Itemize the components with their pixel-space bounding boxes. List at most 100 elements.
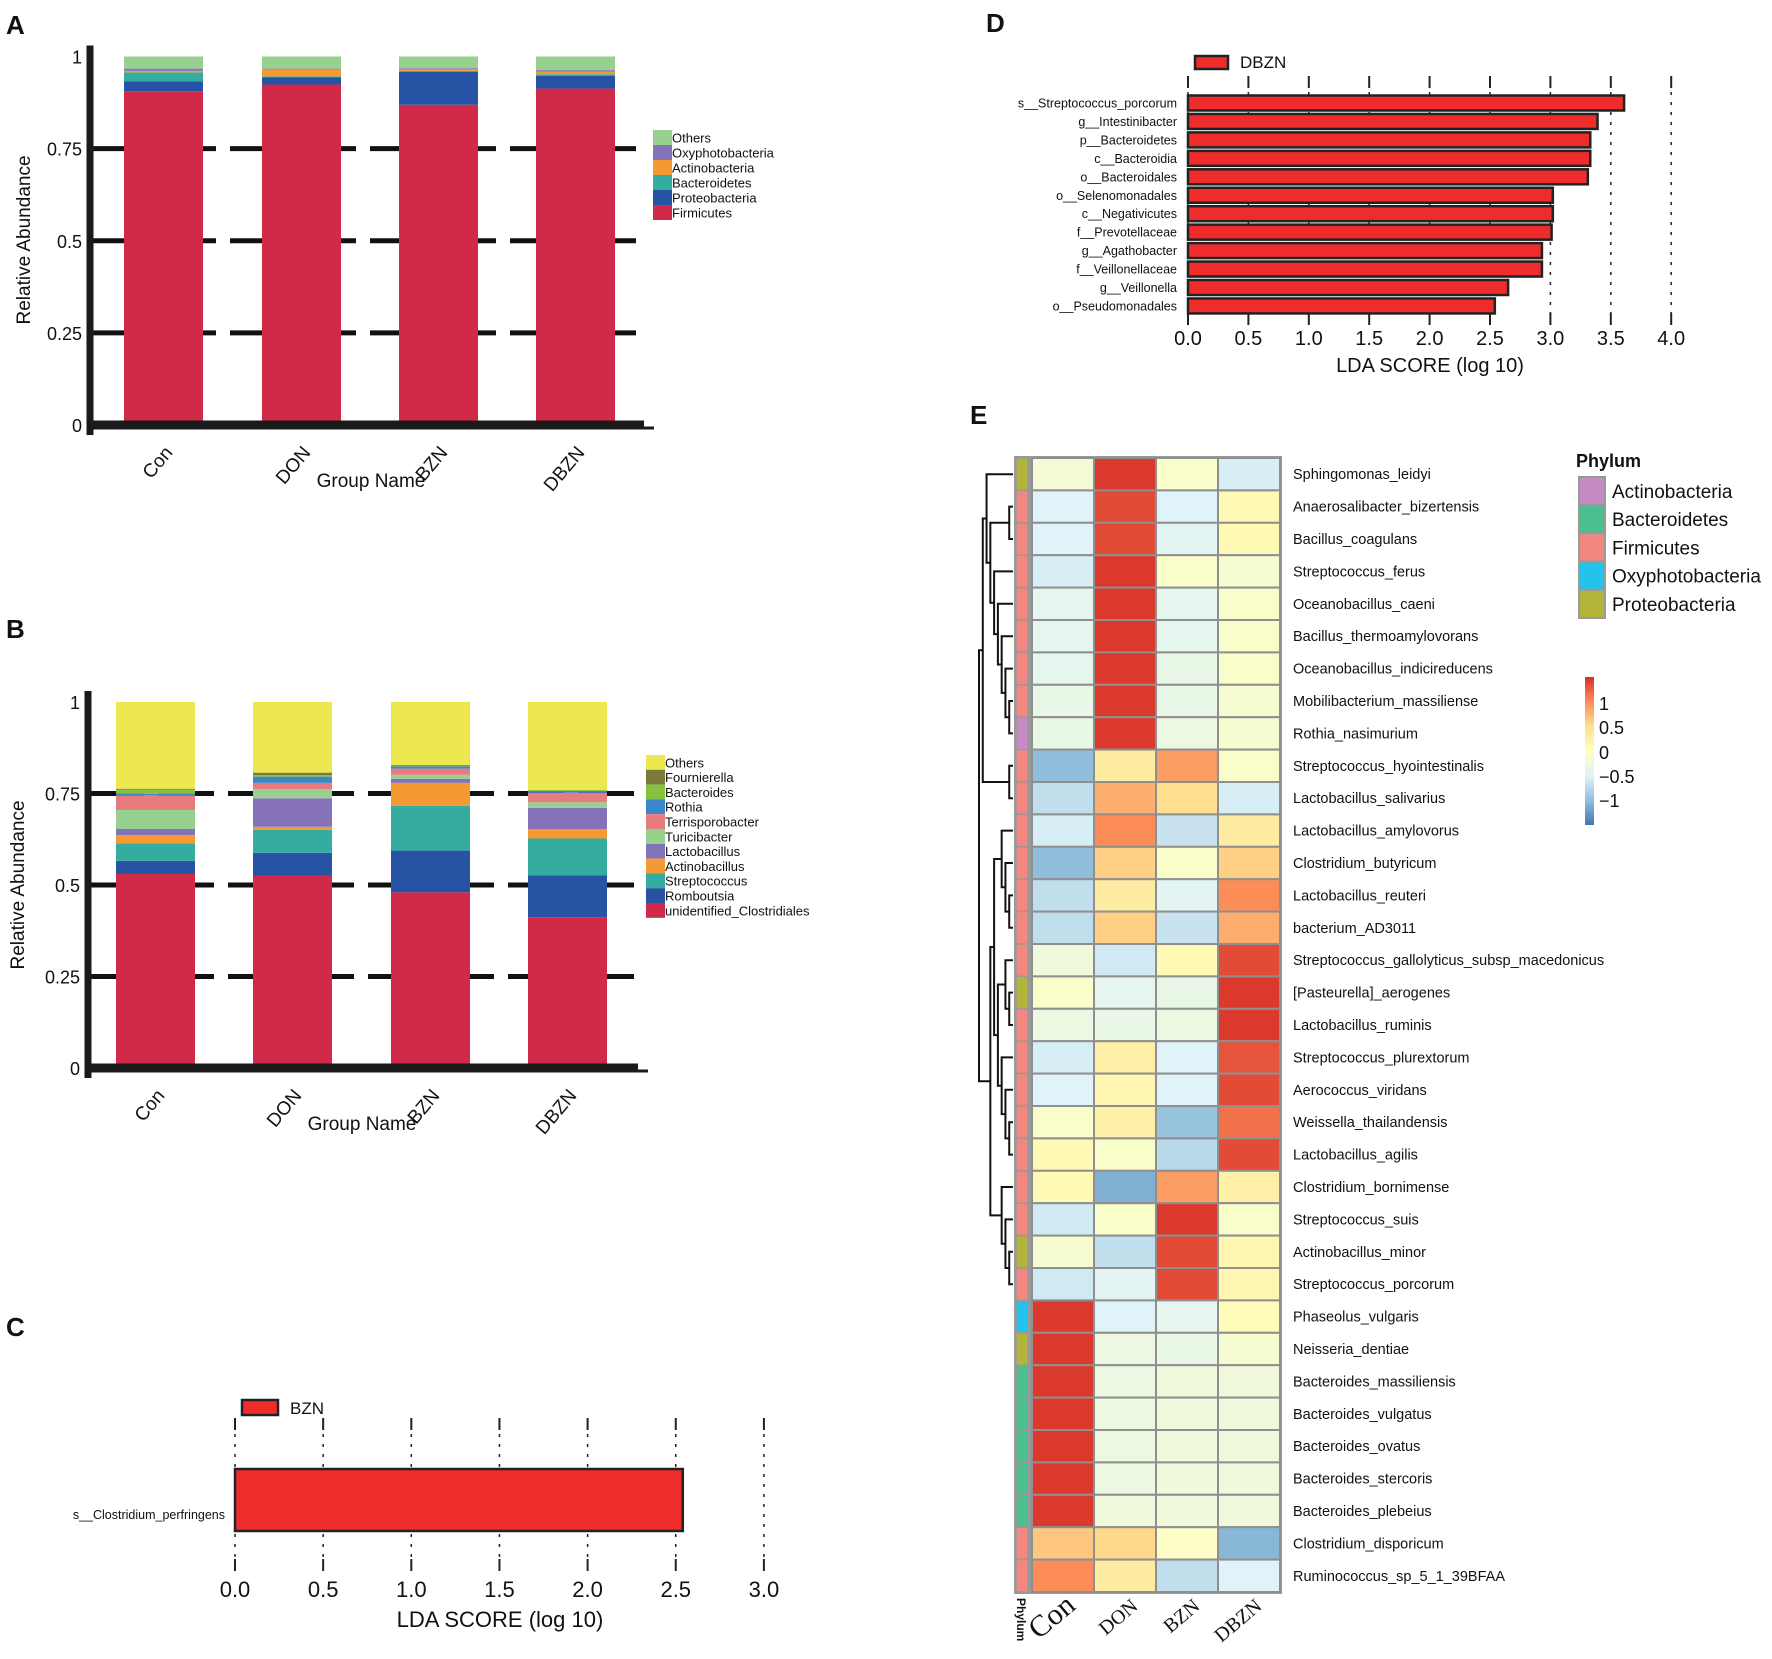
dendrogram-branch (1000, 1186, 1013, 1245)
x-tick-label: Con (131, 1086, 169, 1126)
heatmap-cell (1031, 1169, 1095, 1205)
phylum-annotation-cell (1015, 1526, 1029, 1561)
heatmap-cell (1031, 1072, 1095, 1107)
legend-label: Bacteroidetes (672, 176, 752, 191)
heatmap-row: Bacteroides_massiliensis (1015, 1364, 1456, 1399)
colorbar-tick-label: −1 (1599, 791, 1620, 811)
heatmap-cell (1217, 1396, 1281, 1431)
y-tick-label: 0.25 (47, 324, 82, 344)
panel-e-heatmap: Sphingomonas_leidyi Anaerosalibacter_bize… (978, 451, 1761, 1647)
row-label: Lactobacillus_amylovorus (1293, 824, 1459, 840)
legend-swatch (646, 888, 665, 903)
heatmap-cell (1031, 1007, 1095, 1043)
phylum-annotation-cell (1015, 1072, 1029, 1107)
heatmap-cell (1217, 910, 1281, 945)
row-label: Streptococcus_gallolyticus_subsp_macedon… (1293, 953, 1604, 969)
heatmap-cell (1155, 1072, 1219, 1107)
heatmap-cell (1155, 1461, 1219, 1496)
legend-label: Firmicutes (672, 206, 732, 221)
heatmap-cell (1217, 1137, 1281, 1172)
bar-segment-oxyphotobacteria (262, 68, 341, 70)
legend-label: Bacteroidetes (1612, 510, 1728, 531)
panel-label-c: C (6, 1312, 25, 1342)
heatmap-cell (1155, 1526, 1219, 1561)
x-tick-label: 2.5 (1476, 328, 1504, 350)
bar-bzn (399, 56, 478, 425)
colorbar-tick-label: 1 (1599, 694, 1609, 714)
lda-bar (1186, 241, 1544, 260)
feature-label: c__Negativicutes (1082, 207, 1177, 221)
bar-segment-rothia (391, 766, 470, 769)
heatmap-cell (1155, 1364, 1219, 1399)
x-axis-title: Group Name (308, 1114, 417, 1135)
dendrogram-branch (996, 983, 1006, 1087)
heatmap-cell (1217, 1493, 1281, 1529)
heatmap-cell (1155, 781, 1219, 816)
heatmap-row: Streptococcus_plurextorum (1015, 1040, 1470, 1075)
bar-segment-firmicutes (399, 104, 478, 425)
dendrogram-branch (1008, 1250, 1013, 1286)
dendrogram-branch (1008, 505, 1013, 540)
heatmap-row: Neisseria_dentiae (1015, 1331, 1409, 1367)
colorbar (1585, 677, 1594, 825)
heatmap-cell (1093, 1364, 1157, 1399)
row-dendrogram (978, 473, 1013, 1286)
heatmap-row: Bacteroides_stercoris (1015, 1461, 1432, 1496)
heatmap-cell (1093, 878, 1157, 913)
heatmap-row: Actinobacillus_minor (1015, 1234, 1426, 1269)
row-label: Lactobacillus_salivarius (1293, 791, 1445, 807)
feature-label: c__Bacteroidia (1094, 152, 1177, 166)
heatmap-cell (1031, 1267, 1095, 1302)
row-label: Streptococcus_hyointestinalis (1293, 759, 1484, 775)
lda-bar (1186, 223, 1553, 241)
heatmap-cell (1217, 1105, 1281, 1140)
phylum-annotation-cell (1015, 457, 1029, 492)
phylum-annotation-cell (1015, 1202, 1029, 1237)
y-tick-label: 0.75 (47, 140, 82, 160)
legend-swatch (1578, 588, 1606, 619)
bar-segment-actinobacillus (528, 829, 607, 839)
dendrogram-branch (1008, 1121, 1013, 1156)
legend-swatch (646, 829, 665, 844)
legend-swatch (240, 1398, 280, 1417)
bar-segment-romboutsia (391, 850, 470, 893)
heatmap-cell (1031, 845, 1095, 881)
heatmap-row: Lactobacillus_reuteri (1015, 878, 1426, 913)
heatmap-cell (1217, 586, 1281, 621)
phylum-annotation-cell (1015, 878, 1029, 913)
row-label: [Pasteurella]_aerogenes (1293, 986, 1450, 1002)
y-tick-label: 0.75 (45, 785, 80, 805)
dendrogram-branch (1008, 894, 1013, 929)
phylum-annotation-cell (1015, 1364, 1029, 1399)
heatmap-cell (1093, 1299, 1157, 1334)
heatmap-cell (1217, 1234, 1281, 1269)
bar-segment-streptococcus (391, 805, 470, 851)
heatmap-cell (1031, 910, 1095, 945)
phylum-annotation-cell (1015, 651, 1029, 686)
heatmap-cell (1217, 554, 1281, 589)
feature-label: o__Selenomonadales (1056, 189, 1177, 203)
row-label: Bacteroides_plebeius (1293, 1504, 1432, 1520)
legend-label: unidentified_Clostridiales (665, 903, 810, 918)
row-label: Bacteroides_ovatus (1293, 1439, 1420, 1455)
bar-dbzn (536, 56, 615, 425)
heatmap-cell (1031, 1299, 1095, 1334)
heatmap-cell (1155, 1137, 1219, 1172)
bar-segment-lactobacillus (528, 807, 607, 830)
y-tick-label: 0.25 (45, 968, 80, 988)
heatmap-cell (1093, 910, 1157, 945)
bar-segment-actinobacteria (399, 69, 478, 71)
heatmap-cell (1155, 586, 1219, 621)
legend-label: Others (672, 131, 712, 146)
heatmap-row: Lactobacillus_amylovorus (1015, 813, 1459, 848)
x-tick-label: 3.5 (1597, 328, 1625, 350)
legend-swatch (646, 858, 665, 874)
heatmap-cell (1217, 1526, 1281, 1561)
heatmap-row: Oceanobacillus_indicireducens (1015, 651, 1493, 686)
heatmap-cell (1155, 716, 1219, 751)
feature-label: g__Agathobacter (1082, 244, 1177, 258)
heatmap-row: Anaerosalibacter_bizertensis (1015, 489, 1479, 524)
bar-segment-fournierella (391, 764, 470, 766)
row-label: Streptococcus_porcorum (1293, 1277, 1454, 1293)
phylum-annotation-cell (1015, 1040, 1029, 1075)
